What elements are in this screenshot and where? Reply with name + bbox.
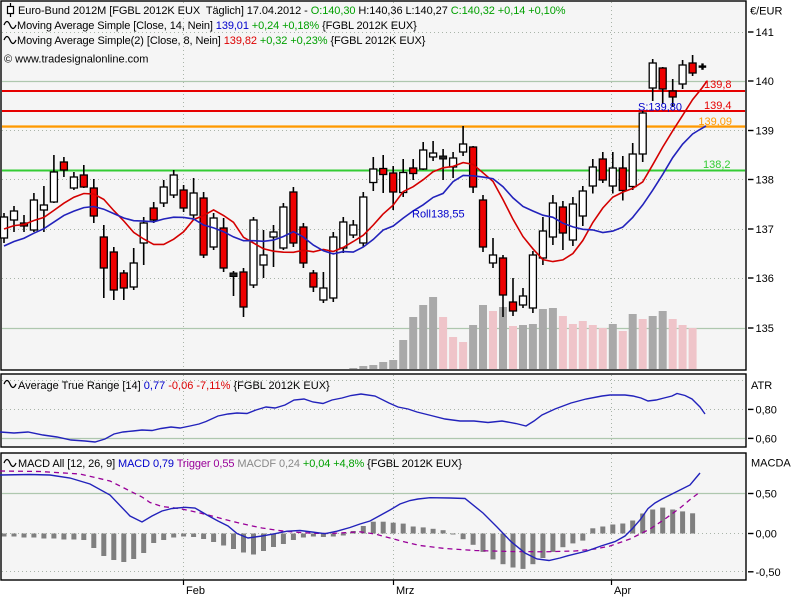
svg-text:0,80: 0,80 (756, 404, 777, 416)
svg-text:0,50: 0,50 (756, 489, 777, 501)
svg-text:Mrz: Mrz (396, 585, 414, 597)
svg-text:MACDA: MACDA (751, 458, 791, 470)
svg-text:Average True Range [14] 0,77 -: Average True Range [14] 0,77 -0,06 -7,11… (18, 380, 330, 392)
svg-text:139,09: 139,09 (698, 116, 732, 128)
svg-text:ATR: ATR (751, 380, 772, 392)
svg-text:139: 139 (756, 126, 774, 138)
svg-text:140: 140 (756, 76, 774, 88)
svg-text:S:139,80: S:139,80 (638, 102, 682, 114)
svg-text:138,2: 138,2 (703, 159, 731, 171)
svg-text:Apr: Apr (614, 585, 631, 597)
svg-text:-0,50: -0,50 (756, 567, 781, 579)
svg-text:0,60: 0,60 (756, 433, 777, 445)
svg-text:Moving Average Simple(2) [Clos: Moving Average Simple(2) [Close, 8, Nein… (17, 35, 426, 47)
svg-text:139,4: 139,4 (704, 100, 732, 112)
svg-text:Euro-Bund 2012M [FGBL 2012K EU: Euro-Bund 2012M [FGBL 2012K EUX Täglich]… (18, 5, 566, 17)
svg-text:138: 138 (756, 175, 774, 187)
svg-text:MACD All [12, 26, 9] MACD 0,79: MACD All [12, 26, 9] MACD 0,79 Trigger 0… (18, 458, 462, 470)
svg-text:141: 141 (756, 27, 774, 39)
svg-text:Moving Average Simple [Close,: Moving Average Simple [Close, 14, Nein] … (17, 20, 417, 32)
svg-text:139,8: 139,8 (704, 79, 732, 91)
svg-text:Roll138,55: Roll138,55 (412, 209, 465, 221)
svg-text:Feb: Feb (186, 585, 205, 597)
svg-text:0,00: 0,00 (756, 529, 777, 541)
svg-text:© www.tradesignalonline.com: © www.tradesignalonline.com (4, 53, 148, 65)
svg-text:137: 137 (756, 224, 774, 236)
svg-text:136: 136 (756, 273, 774, 285)
svg-text:€/EUR: €/EUR (750, 6, 782, 18)
svg-text:135: 135 (756, 323, 774, 335)
